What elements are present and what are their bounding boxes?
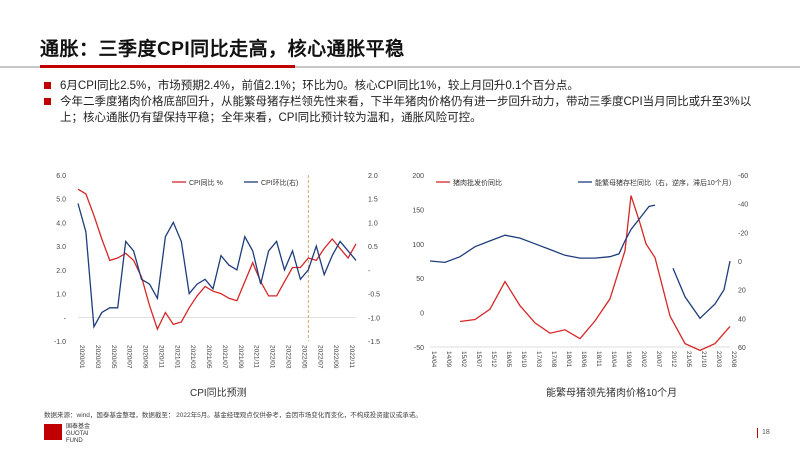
x-tick-label: 15/07 [475,351,482,368]
pork-price-line [459,195,731,352]
x-tick-label: 2020/01 [78,345,85,369]
x-tick-label: 2022/11 [348,345,355,368]
page-number: 18 [762,429,770,436]
y2-tick-label: -60 [738,173,748,180]
y2-tick-label: 40 [738,316,746,323]
y2-tick-label: -1.5 [368,339,380,346]
x-tick-label: 21/10 [700,351,707,368]
x-tick-label: 15/02 [460,351,467,368]
sow-stock-line [672,260,731,320]
cpi-chart-svg: -1.0-1.02.03.04.05.06.0-1.5-1.0-0.5-0.51… [54,173,380,369]
y2-tick-label: -1.0 [368,315,380,322]
y-tick-label: 3.0 [56,244,66,251]
chart1-caption: CPI同比预测 [190,388,247,399]
x-tick-label: 2021/01 [173,345,180,369]
x-tick-label: 2020/11 [157,345,164,368]
y-tick-label: 4.0 [56,220,66,227]
y-tick-label: -1.0 [54,339,66,346]
x-tick-label: 17/08 [550,351,557,368]
y-tick-label: 50 [416,276,424,283]
x-tick-label: 2021/05 [205,345,212,369]
legend-label: CPI环比(右) [261,178,298,187]
y-tick-label: 0 [420,311,424,318]
bullet-text: 6月CPI同比2.5%，市场预期2.4%，前值2.1%；环比为0。核心CPI同比… [60,80,579,92]
legend-label: 猪肉批发价同比 [453,178,502,187]
x-tick-label: 17/03 [535,351,542,368]
y2-tick-label: -0.5 [368,292,380,299]
x-tick-label: 2021/11 [253,345,260,368]
y-tick-label: 5.0 [56,197,66,204]
cpi-mom-line [77,203,357,329]
x-tick-label: 2022/09 [332,345,339,369]
y-tick-label: -50 [414,345,424,352]
x-tick-label: 2022/03 [285,345,292,369]
x-tick-label: 18/01 [565,351,572,368]
y2-tick-label: 2.0 [368,173,378,180]
y2-tick-label: -20 [738,230,748,237]
x-tick-label: 2021/07 [221,345,228,369]
legend-label: CPI同比 % [189,178,223,187]
x-tick-label: 2020/05 [110,345,117,369]
sow-stock-line [429,204,656,264]
y2-tick-label: 1.0 [368,220,378,227]
x-tick-label: 20/02 [640,351,647,368]
x-tick-label: 20/12 [670,351,677,368]
y2-tick-label: 60 [738,345,746,352]
y2-tick-label: 0.5 [368,244,378,251]
bullet-item: 今年二季度猪肉价格底部回升，从能繁母猪存栏领先性来看，下半年猪肉价格仍有进一步回… [44,94,764,126]
logo-text: 国泰基金 GUOTAI FUND [66,424,91,444]
x-tick-label: 20/07 [655,351,662,368]
x-tick-label: 2022/07 [316,345,323,369]
x-tick-label: 2020/07 [126,345,133,369]
x-tick-label: 14/09 [445,351,452,368]
x-tick-label: 22/08 [730,351,737,368]
x-tick-label: 18/06 [580,351,587,368]
x-tick-label: 15/12 [490,351,497,368]
data-source-note: 数据来源：wind，国泰基金整理，数据截至： 2022年5月。基金经理观点仅供参… [44,412,422,419]
cpi-chart: -1.0-1.0 2.0 3.0 4.0 5.0 6.0 -1.5 -1.0 -0.5-0.5 1… [44,165,394,385]
bullet-item: 6月CPI同比2.5%，市场预期2.4%，前值2.1%；环比为0。核心CPI同比… [44,78,764,94]
y-tick-label: 150 [412,207,424,214]
bullet-square-icon [44,98,51,105]
pork-chart: -50 0 50 100 150 200 60 40 20 0 -20 -40 -60 14/04 14/0… [400,165,760,385]
x-tick-label: 16/10 [520,351,527,368]
y-tick-label: 2.0 [56,268,66,275]
x-tick-label: 2020/03 [94,345,101,369]
y2-tick-label: - [368,268,371,275]
x-tick-label: 14/04 [430,351,437,368]
title-divider [0,66,800,68]
x-tick-label: 22/03 [715,351,722,368]
y2-tick-label: 0 [738,259,742,266]
bullet-square-icon [44,82,51,89]
page-number-bar [757,428,758,438]
y2-tick-label: 20 [738,288,746,295]
y2-tick-label: -40 [738,202,748,209]
bullet-text: 今年二季度猪肉价格底部回升，从能繁母猪存栏领先性来看，下半年猪肉价格仍有进一步回… [60,96,752,124]
y2-tick-label: 1.5 [368,197,378,204]
x-tick-label: 21/05 [685,351,692,368]
cpi-yoy-line [77,188,357,331]
y-tick-label: - [64,315,67,322]
legend-label: 能繁母猪存栏同比（右，逆序，滞后10个月） [595,178,736,187]
x-tick-label: 2020/09 [142,345,149,369]
x-tick-label: 19/04 [610,351,617,368]
company-logo [44,424,62,440]
chart2-caption: 能繁母猪领先猪肉价格10个月 [546,388,678,399]
title-accent-bar [40,65,295,68]
x-tick-label: 2022/01 [269,345,276,369]
bullet-list: 6月CPI同比2.5%，市场预期2.4%，前值2.1%；环比为0。核心CPI同比… [44,78,764,126]
y-tick-label: 100 [412,242,424,249]
x-tick-label: 19/09 [625,351,632,368]
x-tick-label: 16/05 [505,351,512,368]
y-tick-label: 200 [412,173,424,180]
y-tick-label: 6.0 [56,173,66,180]
x-tick-label: 2021/09 [237,345,244,369]
x-tick-label: 2022/05 [300,345,307,369]
x-tick-label: 2021/03 [189,345,196,369]
x-tick-label: 18/11 [595,351,602,367]
page-title: 通胀：三季度CPI同比走高，核心通胀平稳 [40,39,405,60]
y-tick-label: 1.0 [56,292,66,299]
